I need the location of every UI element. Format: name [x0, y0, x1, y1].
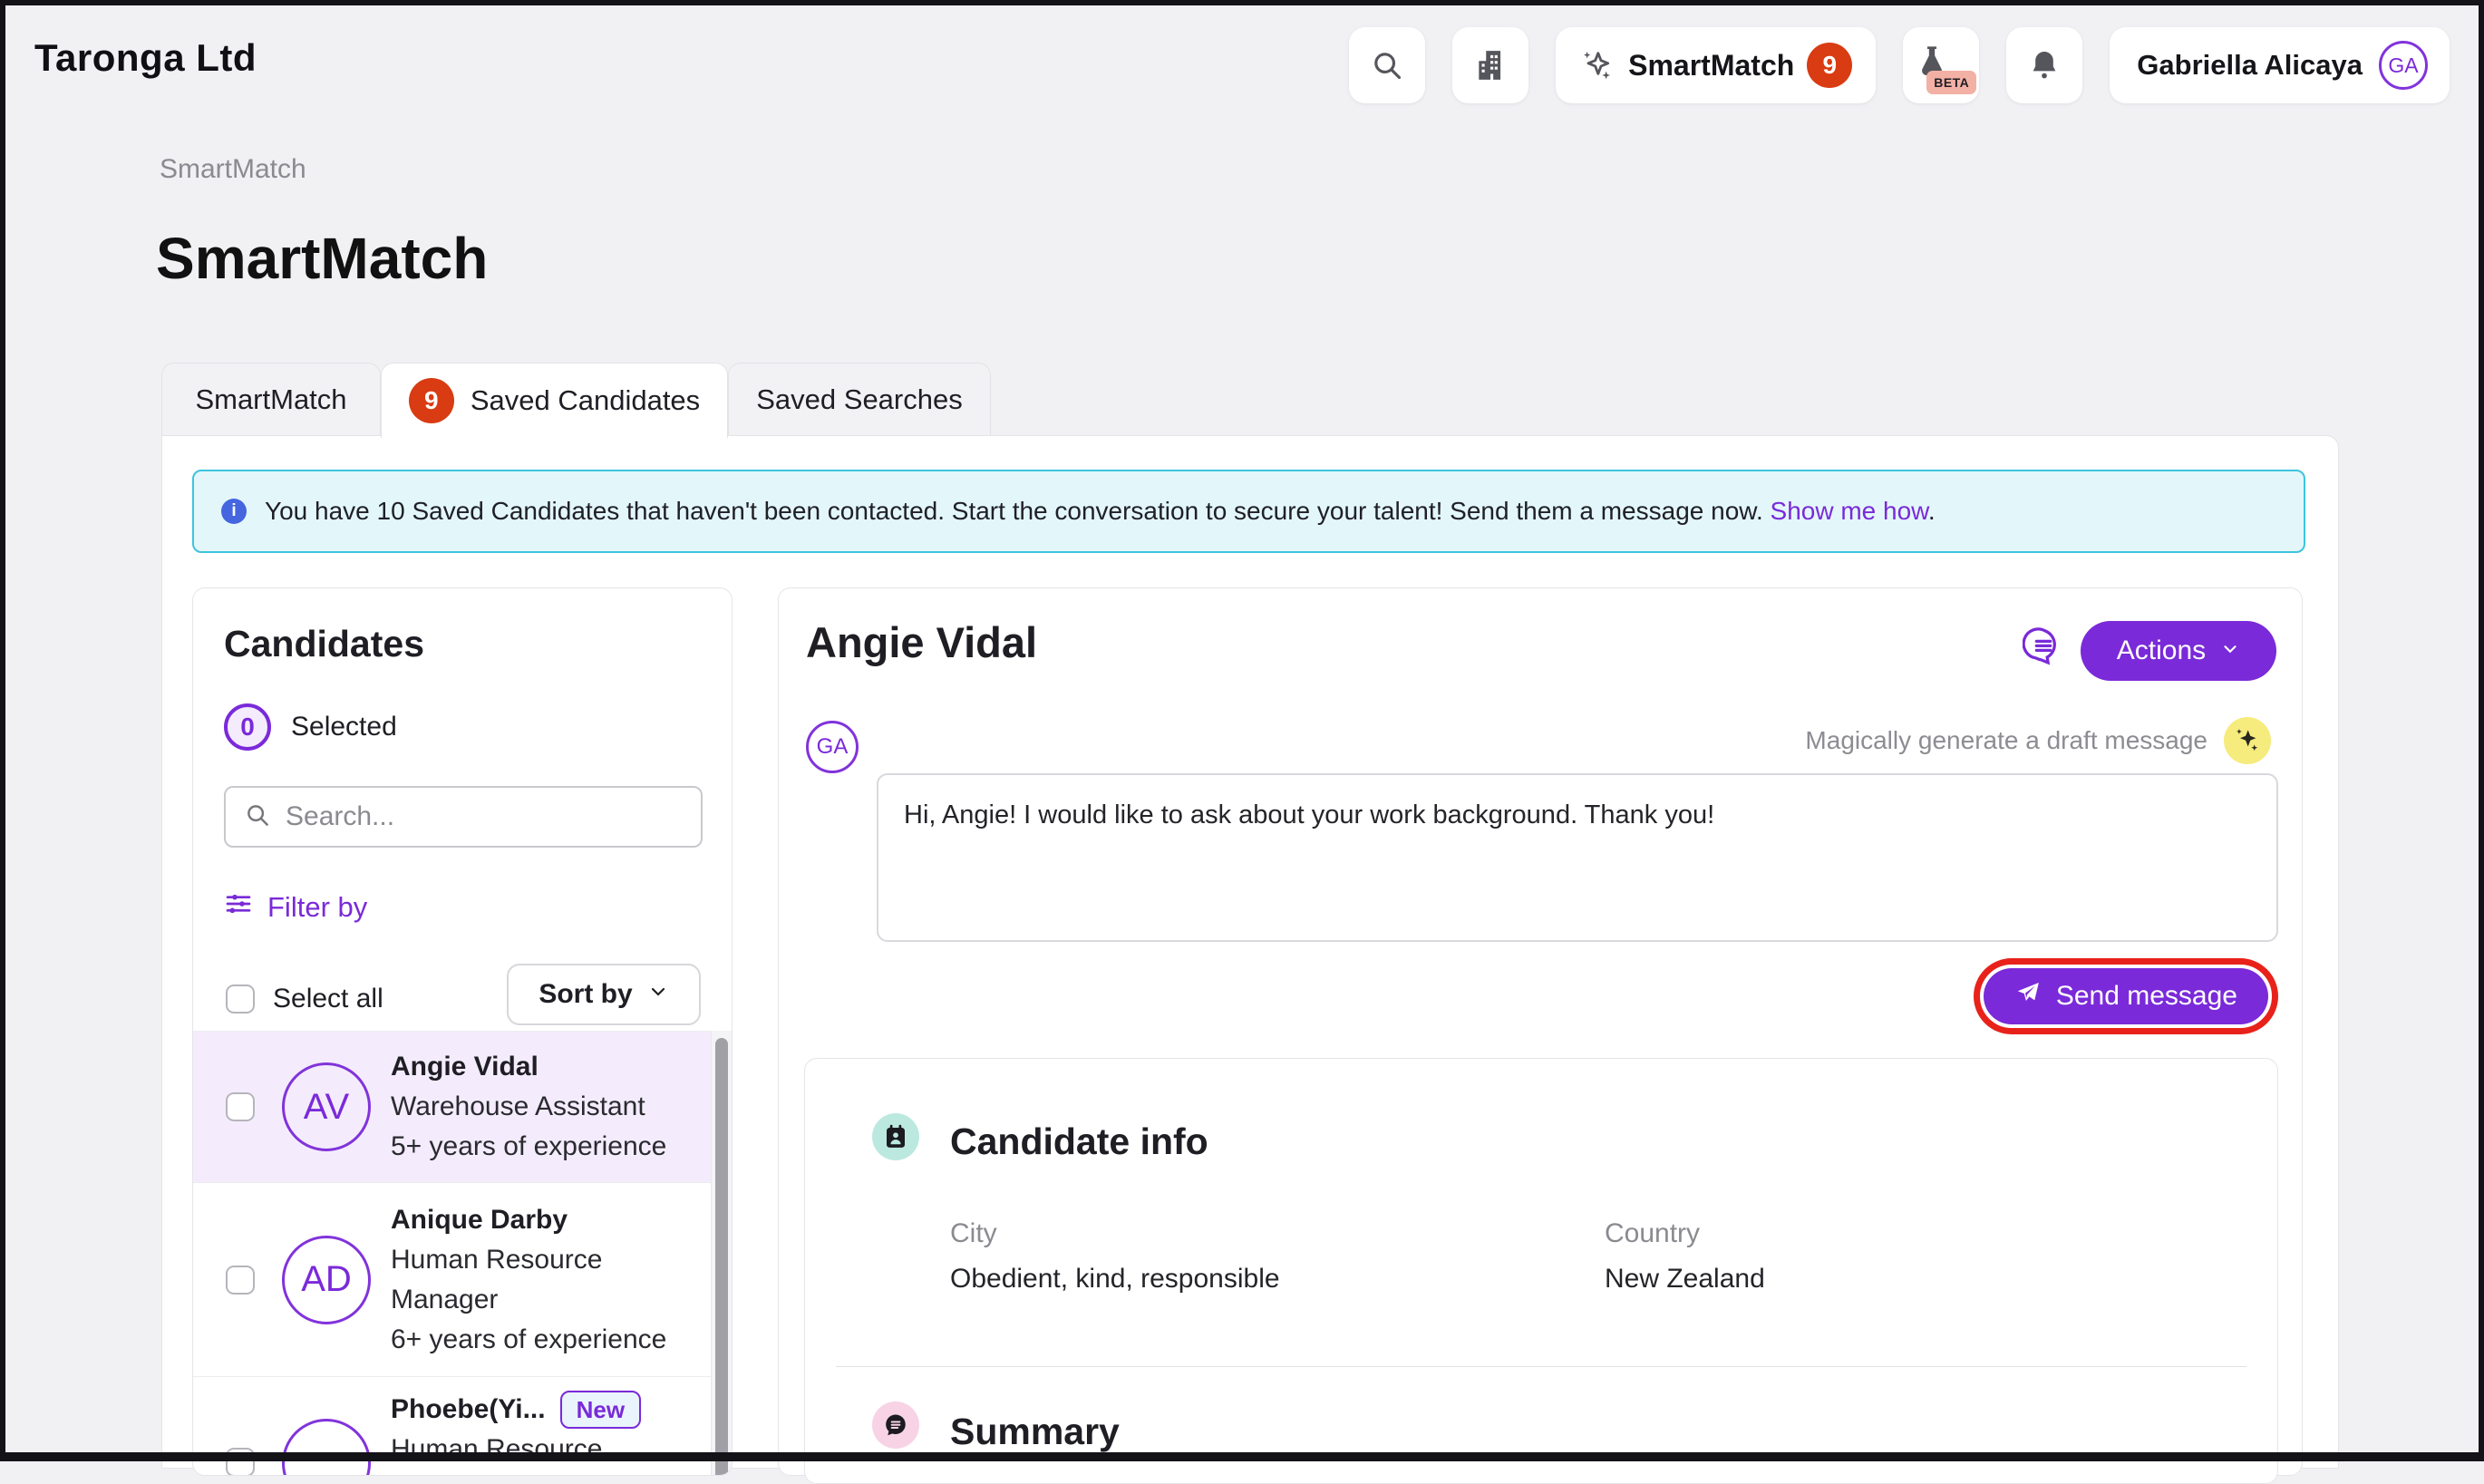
candidate-detail-name: Angie Vidal — [806, 618, 1038, 666]
user-avatar: GA — [2379, 41, 2428, 90]
send-message-label: Send message — [2055, 981, 2237, 1011]
smartmatch-nav-label: SmartMatch — [1628, 48, 1795, 82]
candidate-title: Human Resource Manager — [391, 1244, 603, 1314]
candidate-checkbox[interactable] — [226, 1092, 255, 1121]
section-divider — [836, 1366, 2246, 1367]
candidates-title: Candidates — [224, 623, 424, 664]
magic-draft-label: Magically generate a draft message — [1805, 726, 2207, 754]
info-icon: i — [221, 499, 247, 524]
candidate-info-title: Candidate info — [950, 1120, 1208, 1162]
tab-label: Saved Candidates — [470, 384, 701, 416]
global-search-button[interactable] — [1349, 27, 1426, 103]
candidate-title: Warehouse Assistant — [391, 1091, 645, 1121]
tab-saved-candidates[interactable]: 9 Saved Candidates — [381, 363, 728, 438]
tab-badge: 9 — [408, 378, 454, 423]
candidate-list-scrollbar[interactable] — [711, 1031, 732, 1475]
profile-menu-button[interactable]: Gabriella Alicaya GA — [2110, 27, 2450, 103]
candidate-name: Angie Vidal — [391, 1052, 539, 1081]
tab-smartmatch[interactable]: SmartMatch — [161, 363, 381, 436]
search-input[interactable] — [286, 801, 683, 832]
actions-label: Actions — [2116, 635, 2207, 665]
new-badge: New — [559, 1391, 642, 1429]
candidate-info-card: Candidate info City Obedient, kind, resp… — [804, 1058, 2278, 1484]
city-label: City — [950, 1218, 997, 1248]
candidate-avatar — [282, 1419, 371, 1475]
banner-text: You have 10 Saved Candidates that haven'… — [265, 497, 1936, 526]
select-all-checkbox[interactable] — [226, 984, 255, 1014]
flask-icon — [1914, 44, 1950, 80]
candidate-avatar: AD — [282, 1235, 371, 1324]
chevron-down-icon — [647, 979, 669, 1010]
country-label: Country — [1605, 1218, 1701, 1248]
candidate-info-icon — [872, 1113, 919, 1160]
actions-button[interactable]: Actions — [2081, 621, 2276, 681]
filter-label: Filter by — [267, 891, 368, 923]
candidate-row-anique-darby[interactable]: AD Anique Darby Human Resource Manager 6… — [193, 1183, 713, 1377]
topbar-actions: SmartMatch 9 BETA Gabriella Alicaya GA — [1349, 27, 2450, 103]
building-icon — [1473, 48, 1508, 82]
sort-label: Sort by — [539, 979, 633, 1009]
annotation-highlight-ring: Send message — [1973, 958, 2278, 1034]
country-value: New Zealand — [1605, 1264, 1765, 1294]
user-name: Gabriella Alicaya — [2137, 49, 2363, 81]
filter-icon — [224, 889, 253, 926]
beta-badge: BETA — [1926, 71, 1977, 94]
company-name: Taronga Ltd — [34, 36, 257, 79]
filter-by-button[interactable]: Filter by — [224, 889, 367, 926]
candidate-list: AV Angie Vidal Warehouse Assistant 5+ ye… — [193, 1031, 732, 1475]
page-title: SmartMatch — [156, 226, 489, 291]
candidate-name: Anique Darby — [391, 1204, 568, 1235]
bell-icon — [2027, 48, 2062, 82]
select-all-label: Select all — [273, 984, 383, 1014]
search-icon — [244, 801, 271, 833]
send-message-button[interactable]: Send message — [1983, 968, 2268, 1024]
sparkles-icon — [1579, 47, 1616, 83]
summary-title: Summary — [950, 1411, 1120, 1452]
candidates-panel: Candidates 0 Selected Filter by Select a… — [192, 587, 733, 1476]
candidate-checkbox[interactable] — [226, 1265, 255, 1295]
scrollbar-thumb[interactable] — [715, 1038, 728, 1475]
sparkles-icon — [2233, 725, 2262, 757]
summary-icon — [872, 1402, 919, 1449]
city-value: Obedient, kind, responsible — [950, 1264, 1280, 1294]
message-input[interactable]: Hi, Angie! I would like to ask about you… — [877, 773, 2278, 942]
candidate-search[interactable] — [224, 786, 703, 848]
banner-suffix: . — [1927, 497, 1936, 525]
selected-count-badge: 0 — [224, 703, 271, 751]
company-directory-button[interactable] — [1452, 27, 1529, 103]
sort-by-button[interactable]: Sort by — [507, 964, 701, 1025]
candidate-experience: 5+ years of experience — [391, 1131, 667, 1161]
candidate-row-angie-vidal[interactable]: AV Angie Vidal Warehouse Assistant 5+ ye… — [193, 1032, 713, 1183]
smartmatch-nav-button[interactable]: SmartMatch 9 — [1556, 27, 1877, 103]
candidate-checkbox[interactable] — [226, 1448, 255, 1475]
breadcrumb[interactable]: SmartMatch — [160, 154, 306, 184]
chevron-down-icon — [2220, 635, 2240, 666]
banner-message: You have 10 Saved Candidates that haven'… — [265, 497, 1763, 525]
show-me-how-link[interactable]: Show me how — [1770, 497, 1928, 525]
candidate-title: Human Resource — [391, 1434, 603, 1464]
candidate-name: Phoebe(Yi... — [391, 1394, 546, 1424]
tab-bar: SmartMatch 9 Saved Candidates Saved Sear… — [161, 363, 991, 438]
magic-generate-button[interactable] — [2224, 717, 2271, 764]
selected-label: Selected — [291, 712, 397, 742]
paper-plane-icon — [2014, 979, 2042, 1014]
select-all-row: Select all — [226, 984, 383, 1014]
labs-button[interactable]: BETA — [1903, 27, 1980, 103]
magic-draft-row: Magically generate a draft message — [1805, 717, 2271, 764]
candidate-avatar: AV — [282, 1062, 371, 1151]
tab-saved-searches[interactable]: Saved Searches — [728, 363, 991, 436]
search-icon — [1370, 48, 1404, 82]
candidate-experience: 6+ years of experience — [391, 1324, 667, 1354]
chat-bubble-icon[interactable] — [2022, 625, 2064, 671]
info-banner: i You have 10 Saved Candidates that have… — [192, 470, 2305, 553]
selected-counter: 0 Selected — [224, 703, 732, 751]
composer-avatar: GA — [806, 721, 859, 773]
tab-label: Saved Searches — [756, 383, 963, 415]
smartmatch-nav-badge: 9 — [1807, 43, 1853, 88]
candidate-detail-panel: Angie Vidal Actions GA Magically generat… — [778, 587, 2303, 1484]
notifications-button[interactable] — [2006, 27, 2083, 103]
tab-label: SmartMatch — [195, 383, 347, 415]
